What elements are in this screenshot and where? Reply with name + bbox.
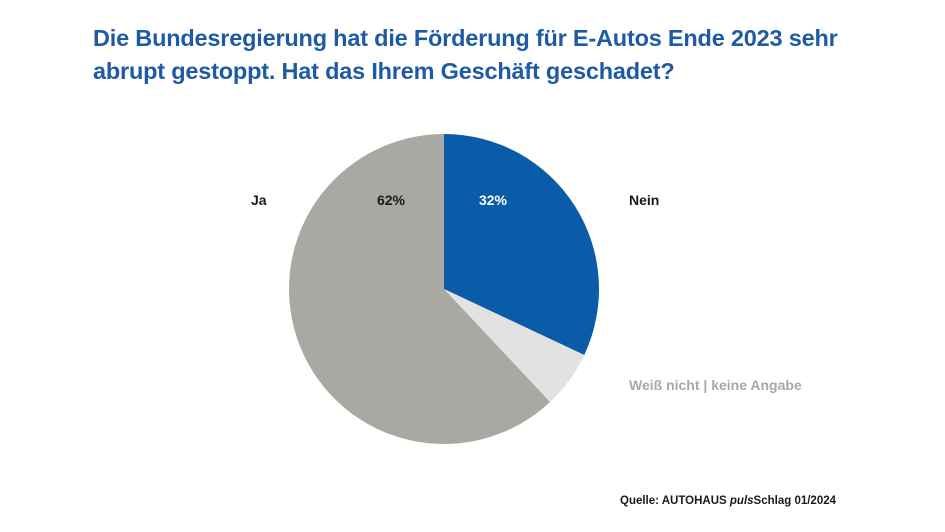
legend-label-nein: Nein	[629, 192, 660, 208]
chart-title-line-2: abrupt gestoppt. Hat das Ihrem Geschäft …	[93, 58, 675, 84]
legend-label-weiss-nicht: Weiß nicht | keine Angabe	[629, 377, 802, 393]
source-italic: puls	[729, 495, 754, 507]
chart-title: Die Bundesregierung hat die Förderung fü…	[93, 22, 873, 88]
source-note: Quelle: AUTOHAUS pulsSchlag 01/2024	[620, 495, 836, 507]
pie-value-labels: 32% 62%	[377, 192, 508, 208]
pie-slice-weiß-nicht-keine-angabe	[444, 289, 585, 402]
pie-slice-ja	[288, 134, 551, 445]
source-suffix: Schlag 01/2024	[753, 495, 837, 507]
legend-label-ja: Ja	[251, 192, 267, 208]
pie-slice-nein	[444, 134, 599, 355]
source-prefix: Quelle: AUTOHAUS	[620, 495, 730, 507]
pie-value-label-nein: 32%	[479, 192, 508, 208]
chart-title-line-1: Die Bundesregierung hat die Förderung fü…	[93, 25, 838, 51]
pie-slices	[288, 134, 599, 445]
pie-value-label-ja: 62%	[377, 192, 406, 208]
